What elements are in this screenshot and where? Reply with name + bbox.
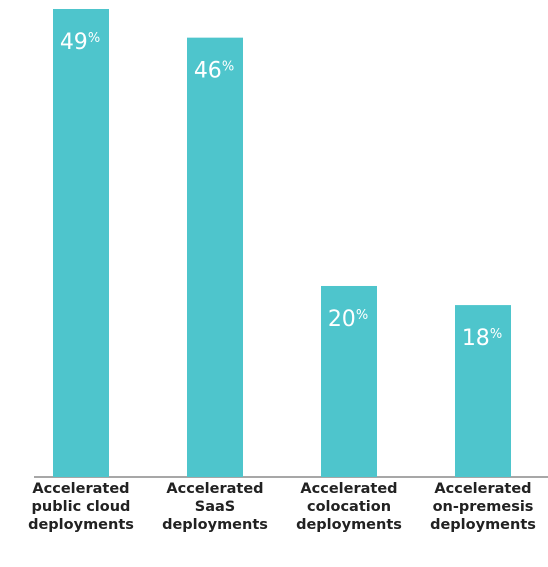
category-label-4-line-2: on-premesis xyxy=(432,499,534,515)
category-label-3-line-2: colocation xyxy=(306,499,392,515)
bar-4 xyxy=(455,305,511,477)
category-label-2: Accelerated SaaS deployments xyxy=(150,480,280,534)
bar-value-label-2: 46% xyxy=(194,59,234,84)
category-label-1: Accelerated public cloud deployments xyxy=(16,480,146,534)
category-label-3: Accelerated colocation deployments xyxy=(284,480,414,534)
bar-value-label-4: 18% xyxy=(462,326,502,351)
bar-value-label-1: 49% xyxy=(60,30,100,55)
category-label-4-line-3: deployments xyxy=(430,517,536,533)
category-label-3-line-3: deployments xyxy=(296,517,402,533)
bar-3 xyxy=(321,285,377,477)
bar-value-label-3: 20% xyxy=(328,307,368,332)
bars-group: 49% 46% 20% 18% xyxy=(53,9,511,477)
category-label-1-line-1: Accelerated xyxy=(32,481,130,497)
bar-2 xyxy=(187,37,243,477)
category-label-2-line-3: deployments xyxy=(162,517,268,533)
category-label-4-line-1: Accelerated xyxy=(434,481,532,497)
category-label-4: Accelerated on-premesis deployments xyxy=(418,480,548,534)
bar-1 xyxy=(53,9,109,477)
category-label-3-line-1: Accelerated xyxy=(300,481,398,497)
category-label-2-line-2: SaaS xyxy=(194,499,236,515)
category-label-2-line-1: Accelerated xyxy=(166,481,264,497)
category-label-1-line-3: deployments xyxy=(28,517,134,533)
category-label-1-line-2: public cloud xyxy=(31,499,131,515)
